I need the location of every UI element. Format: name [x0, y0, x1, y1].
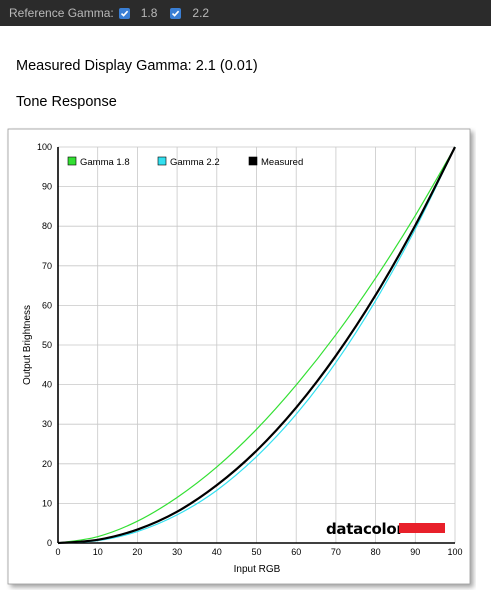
y-tick-label: 90	[42, 182, 52, 192]
chart-lines	[57, 146, 456, 545]
x-axis-label: Input RGB	[234, 564, 281, 575]
y-tick-label: 60	[42, 300, 52, 310]
datacolor-logo-bar	[399, 523, 445, 533]
y-axis-label: Output Brightness	[22, 305, 33, 385]
section-title: Tone Response	[16, 94, 117, 110]
legend-swatch	[157, 156, 167, 166]
legend-label: Measured	[261, 157, 303, 168]
datacolor-logo: datacolor	[326, 520, 445, 538]
chart-frame	[7, 128, 471, 585]
series-line-gamma-2-2	[57, 146, 456, 544]
y-tick-label: 0	[47, 538, 52, 548]
gamma-1-8-label: 1.8	[140, 6, 158, 20]
gamma-1-8-checkbox[interactable]: 1.8	[118, 6, 158, 20]
x-tick-label: 30	[172, 547, 182, 557]
y-tick-label: 70	[42, 261, 52, 271]
x-tick-label: 100	[447, 547, 462, 557]
checkmark-icon	[170, 7, 182, 19]
x-tick-label: 0	[55, 547, 60, 557]
y-tick-label: 10	[42, 498, 52, 508]
y-tick-label: 40	[42, 380, 52, 390]
y-tick-label: 100	[37, 142, 52, 152]
y-tick-label: 30	[42, 419, 52, 429]
series-line-gamma-1-8	[57, 146, 456, 544]
x-tick-label: 70	[331, 547, 341, 557]
chart-legend: Gamma 1.8 Gamma 2.2 Measured	[67, 156, 303, 168]
y-tick-label: 20	[42, 459, 52, 469]
tone-response-chart: 0 10 20 30 40 50 60 70 80 90 100 0 10 20 30 40 50 60 70 80 9…	[6, 127, 476, 590]
legend-swatch	[67, 156, 77, 166]
reference-gamma-label: Reference Gamma:	[9, 6, 114, 20]
measured-gamma-text: Measured Display Gamma: 2.1 (0.01)	[16, 58, 258, 74]
x-tick-label: 10	[93, 547, 103, 557]
legend-label: Gamma 2.2	[170, 157, 220, 168]
chart-svg: 0 10 20 30 40 50 60 70 80 90 100 0 10 20 30 40 50 60 70 80 9…	[7, 128, 471, 585]
y-tick-label: 50	[42, 340, 52, 350]
x-tick-label: 90	[410, 547, 420, 557]
gamma-2-2-checkbox[interactable]: 2.2	[170, 6, 209, 20]
chart-axes	[57, 147, 455, 544]
legend-swatch	[248, 156, 258, 166]
legend-label: Gamma 1.8	[80, 157, 130, 168]
datacolor-logo-text: datacolor	[326, 520, 404, 538]
x-tick-label: 40	[212, 547, 222, 557]
top-toolbar: Reference Gamma: 1.8 2.2	[0, 0, 491, 26]
chart-grid	[58, 146, 456, 543]
y-tick-label: 80	[42, 221, 52, 231]
gamma-2-2-label: 2.2	[192, 6, 210, 20]
chart-ticks: 0 10 20 30 40 50 60 70 80 90 100 0 10 20 30 40 50 60 70 80 9…	[37, 142, 463, 557]
x-tick-label: 50	[251, 547, 261, 557]
x-tick-label: 60	[291, 547, 301, 557]
series-line-measured	[57, 146, 456, 545]
x-tick-label: 80	[371, 547, 381, 557]
checkmark-icon	[118, 7, 130, 19]
x-tick-label: 20	[132, 547, 142, 557]
